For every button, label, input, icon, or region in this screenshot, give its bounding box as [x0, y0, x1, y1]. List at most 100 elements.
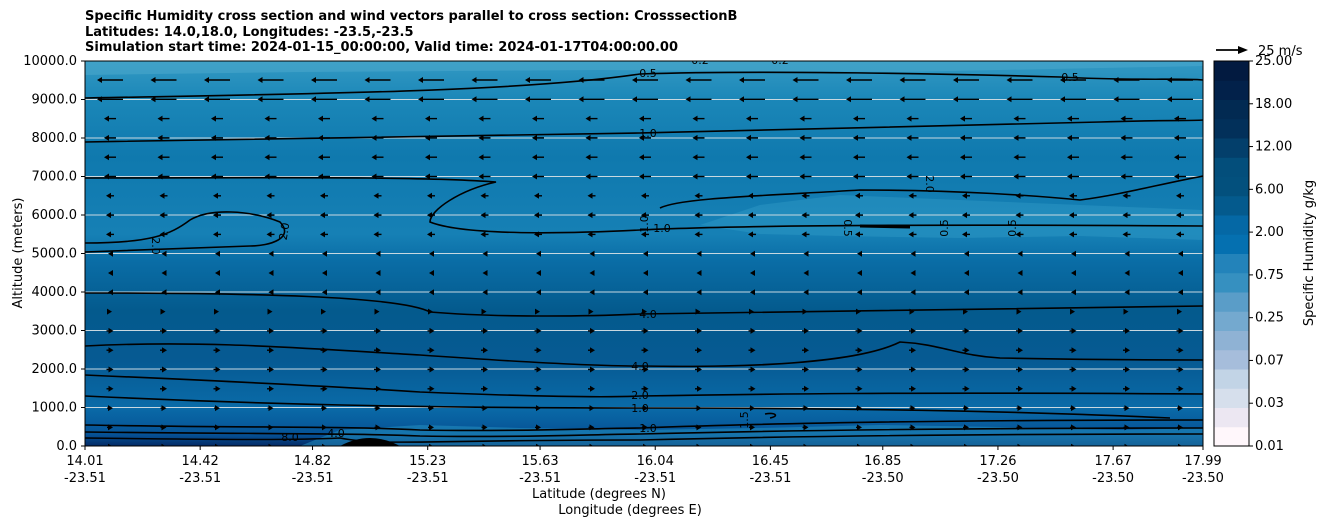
wind-arrowhead: [1018, 385, 1023, 392]
wind-arrowhead: [1122, 192, 1128, 199]
wind-arrowhead: [799, 154, 805, 161]
wind-arrowhead: [161, 250, 167, 257]
wind-arrowhead: [1167, 96, 1172, 103]
wind-arrowhead: [857, 289, 862, 296]
contour-line-1-0-upper: [85, 119, 1203, 143]
wind-arrowhead: [641, 192, 646, 199]
wind-arrowhead: [589, 270, 595, 276]
wind-arrowhead: [371, 173, 377, 180]
x-tick-label-lat: 14.01: [66, 454, 103, 469]
wind-arrowhead: [429, 250, 434, 257]
wind-arrowhead: [578, 96, 584, 103]
wind-arrowhead: [1017, 405, 1023, 412]
wind-arrowhead: [801, 212, 807, 219]
wind-arrowhead: [1124, 289, 1130, 296]
wind-arrowhead: [1176, 192, 1181, 199]
wind-arrowhead: [215, 405, 220, 412]
wind-arrowhead: [853, 173, 858, 180]
colorbar-segment: [1214, 330, 1249, 351]
wind-arrowhead: [906, 173, 912, 180]
contour-line-1-0-lower: [85, 395, 1171, 419]
wind-arrowhead: [478, 115, 484, 122]
wind-arrowhead: [320, 231, 325, 238]
wind-arrowhead: [803, 443, 808, 446]
colorbar-segment: [1214, 215, 1249, 235]
contour-label-1-0-e: 1.0: [638, 215, 651, 233]
wind-arrowhead: [694, 212, 700, 219]
colorbar-segment: [1214, 407, 1249, 428]
wind-arrowhead: [108, 366, 114, 373]
wind-arrowhead: [750, 250, 755, 257]
contour-label-2-0-d: 2.0: [923, 175, 936, 193]
wind-arrowhead: [1071, 405, 1076, 412]
wind-arrowhead: [483, 327, 488, 334]
wind-arrowhead: [536, 327, 542, 334]
x-tick-label-lon: -23.50: [1182, 471, 1224, 486]
wind-arrowhead: [964, 443, 968, 446]
wind-arrowhead: [215, 347, 221, 354]
x-tick-label-lon: -23.51: [634, 471, 676, 486]
wind-arrowhead: [215, 250, 220, 257]
wind-arrowhead: [483, 385, 488, 392]
wind-arrowhead: [696, 270, 702, 276]
contour-label-1-0-c: 1.0: [631, 402, 649, 415]
wind-arrowhead: [429, 289, 434, 296]
wind-arrowhead: [1060, 96, 1065, 103]
wind-arrowhead: [750, 289, 755, 296]
title-line-3: Simulation start time: 2024-01-15_00:00:…: [85, 40, 678, 55]
wind-arrowhead: [695, 308, 701, 315]
wind-arrowhead: [960, 134, 965, 141]
wind-arrowhead: [1124, 405, 1130, 412]
x-tick-label-lon: -23.51: [407, 471, 449, 486]
wind-arrowhead: [963, 308, 968, 315]
wind-arrowhead: [322, 443, 326, 446]
wind-arrowhead: [478, 173, 484, 180]
wind-arrowhead: [107, 308, 112, 315]
wind-arrowhead: [589, 405, 595, 412]
title-line-2: Latitudes: 14.0,18.0, Longitudes: -23.5,…: [85, 24, 414, 40]
wind-arrowhead: [643, 366, 649, 373]
wind-arrowhead: [483, 366, 488, 373]
wind-arrowhead: [1176, 212, 1181, 219]
contour-label-4-0-a: 4.0: [639, 308, 657, 321]
wind-arrowhead: [587, 231, 593, 238]
wind-arrowhead: [857, 385, 863, 392]
wind-arrowhead: [375, 289, 381, 296]
wind-arrowhead: [157, 173, 163, 180]
wind-arrowhead: [801, 192, 807, 199]
wind-arrowhead: [425, 154, 430, 161]
wind-arrowhead: [371, 154, 377, 161]
wind-arrowhead: [589, 250, 595, 257]
wind-arrowhead: [587, 192, 593, 199]
wind-arrowhead: [908, 212, 914, 219]
y-tick-label: 5000.0: [32, 247, 78, 262]
wind-arrowhead: [536, 385, 542, 392]
plot-area: 0.5 0.5 1.0 1.0 4.0 4.0 2.0 1.0 1.0 8.0 …: [85, 61, 1203, 446]
wind-arrowhead: [427, 231, 432, 238]
wind-arrowhead: [696, 424, 702, 431]
wind-arrowhead: [857, 443, 861, 446]
wind-arrowhead: [643, 327, 649, 334]
wind-arrowhead: [268, 405, 274, 412]
wind-arrowhead: [803, 424, 809, 431]
colorbar-segment: [1214, 195, 1249, 216]
contour-labels: 0.5 0.5 1.0 1.0 4.0 4.0 2.0 1.0 1.0 8.0 …: [149, 61, 1079, 444]
contour-label-1-0-d: 1.0: [639, 422, 657, 435]
wind-arrowhead: [910, 250, 916, 257]
wind-arrowhead: [269, 327, 274, 334]
wind-arrowhead: [1125, 347, 1130, 354]
wind-arrowhead: [1120, 115, 1126, 122]
contour-label-2-0-a: 2.0: [631, 389, 649, 402]
y-tick-label: 9000.0: [32, 93, 78, 108]
wind-arrowhead: [1125, 385, 1130, 392]
wind-arrowhead: [1018, 347, 1023, 354]
contour-line-1-0-mid: [85, 176, 1203, 234]
wind-arrowhead: [1174, 134, 1179, 141]
wind-arrowhead: [1069, 231, 1074, 238]
wind-arrowhead: [1120, 134, 1126, 141]
colorbar-segment: [1214, 369, 1249, 389]
wind-arrowhead: [418, 77, 423, 83]
contour-label-1-0-a: 1.0: [639, 127, 657, 140]
wind-arrowhead: [373, 192, 379, 199]
wind-arrowhead: [746, 154, 751, 161]
